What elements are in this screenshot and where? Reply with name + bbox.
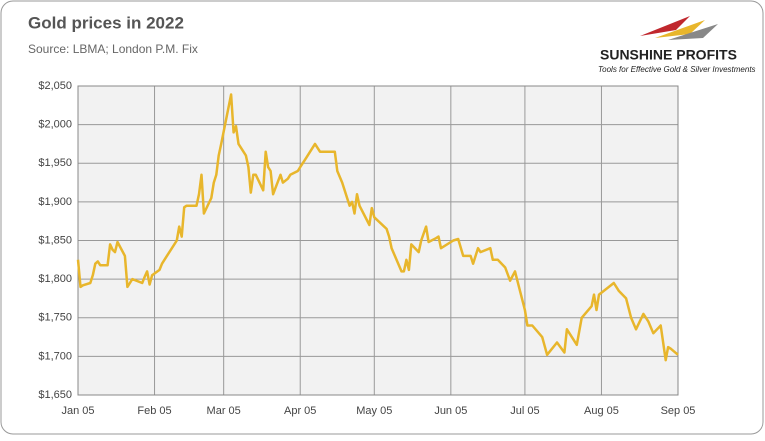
x-tick-label: Apr 05 [284,405,316,417]
logo-tagline: Tools for Effective Gold & Silver Invest… [598,65,756,74]
y-tick-label: $1,750 [38,312,72,324]
x-tick-label: Aug 05 [584,405,619,417]
logo-icon [640,16,690,36]
x-tick-label: Jul 05 [510,405,539,417]
x-tick-label: May 05 [356,405,392,417]
logo-icon [668,24,718,40]
y-tick-label: $1,900 [38,196,72,208]
logo-name: SUNSHINE PROFITS [600,47,737,63]
chart-title: Gold prices in 2022 [28,13,184,32]
y-tick-label: $1,850 [38,234,72,246]
price-line [76,93,679,362]
x-tick-label: Mar 05 [207,405,241,417]
y-tick-label: $1,650 [38,389,72,401]
y-tick-label: $1,800 [38,273,72,285]
y-tick-label: $1,700 [38,350,72,362]
x-tick-label: Feb 05 [137,405,171,417]
chart-subtitle: Source: LBMA; London P.M. Fix [28,42,198,56]
y-tick-label: $1,950 [38,157,72,169]
x-tick-label: Sep 05 [661,405,696,417]
logo-icon [655,20,705,38]
x-tick-label: Jan 05 [61,405,94,417]
x-tick-label: Jun 05 [434,405,467,417]
y-tick-label: $2,000 [38,119,72,131]
plot-border [77,85,679,396]
y-tick-label: $2,050 [38,80,72,92]
